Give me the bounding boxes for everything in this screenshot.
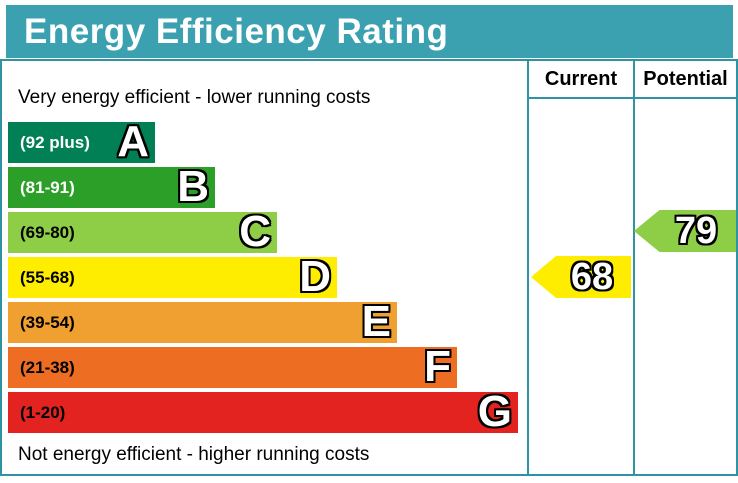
band-letter: F <box>424 341 451 391</box>
potential-rating-arrow: 79 <box>634 210 736 252</box>
band-letter: G <box>477 386 512 436</box>
band-range-label: (92 plus) <box>20 132 90 152</box>
page-title-bar: Energy Efficiency Rating <box>6 5 733 58</box>
band-row-g: (1-20) G <box>8 386 518 436</box>
band-letter: E <box>361 296 391 346</box>
potential-column-header: Potential <box>643 68 728 90</box>
band-row-b: (81-91) B <box>8 161 215 211</box>
band-letter: B <box>177 161 209 211</box>
band-row-d: (55-68) D <box>8 251 337 301</box>
band-row-a: (92 plus) A <box>8 116 155 166</box>
current-rating-value: 68 <box>570 256 614 298</box>
potential-column-divider <box>633 59 635 476</box>
band-row-f: (21-38) F <box>8 341 457 391</box>
column-header-underline <box>527 97 736 99</box>
band-range-label: (55-68) <box>20 267 75 287</box>
potential-rating-value: 79 <box>674 210 718 252</box>
band-letter: C <box>239 206 271 256</box>
page-title: Energy Efficiency Rating <box>24 11 449 51</box>
band-range-label: (81-91) <box>20 177 75 197</box>
band-letter: A <box>117 116 149 166</box>
band-range-label: (69-80) <box>20 222 75 242</box>
band-range-label: (1-20) <box>20 402 66 422</box>
top-note: Very energy efficient - lower running co… <box>18 87 371 108</box>
chart-frame <box>0 59 738 476</box>
band-row-c: (69-80) C <box>8 206 277 256</box>
band-range-label: (21-38) <box>20 357 75 377</box>
band-letter: D <box>299 251 331 301</box>
band-range-label: (39-54) <box>20 312 75 332</box>
current-column-divider <box>527 59 529 476</box>
current-rating-arrow: 68 <box>531 256 631 298</box>
current-column-header: Current <box>544 68 618 90</box>
bottom-note: Not energy efficient - higher running co… <box>18 444 370 465</box>
band-row-e: (39-54) E <box>8 296 397 346</box>
